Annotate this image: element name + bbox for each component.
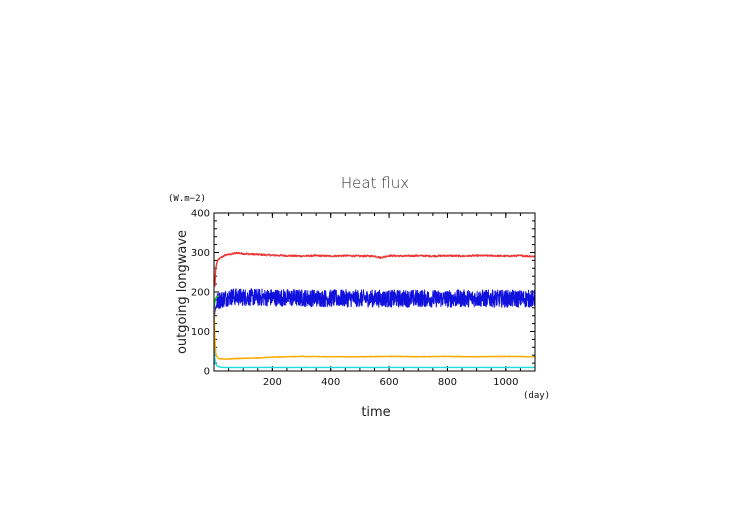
x-tick-label: 200 <box>263 377 282 388</box>
series-line-3 <box>213 307 536 361</box>
x-tick-label: 600 <box>380 377 399 388</box>
chart-title: Heat flux <box>341 174 409 192</box>
series-line-4 <box>213 347 536 369</box>
y-tick-label: 100 <box>191 327 210 338</box>
series-line-1 <box>213 288 536 324</box>
x-tick-label: 800 <box>438 377 457 388</box>
y-axis-label: outgoing longwave <box>175 230 190 354</box>
x-tick-label: 400 <box>321 377 340 388</box>
x-tick-label: 1000 <box>493 377 518 388</box>
y-tick-label: 200 <box>191 288 210 299</box>
series-line-2 <box>213 295 220 308</box>
y-tick-label: 300 <box>191 248 210 259</box>
y-tick-label: 400 <box>191 209 210 220</box>
y-unit-label: (W.m−2) <box>168 194 206 204</box>
x-axis-label: time <box>361 405 390 420</box>
plot-frame <box>213 212 536 372</box>
y-tick-label: 0 <box>204 367 210 378</box>
series-line-0 <box>213 251 536 287</box>
series-group <box>213 251 536 369</box>
x-unit-label: (day) <box>523 391 550 401</box>
